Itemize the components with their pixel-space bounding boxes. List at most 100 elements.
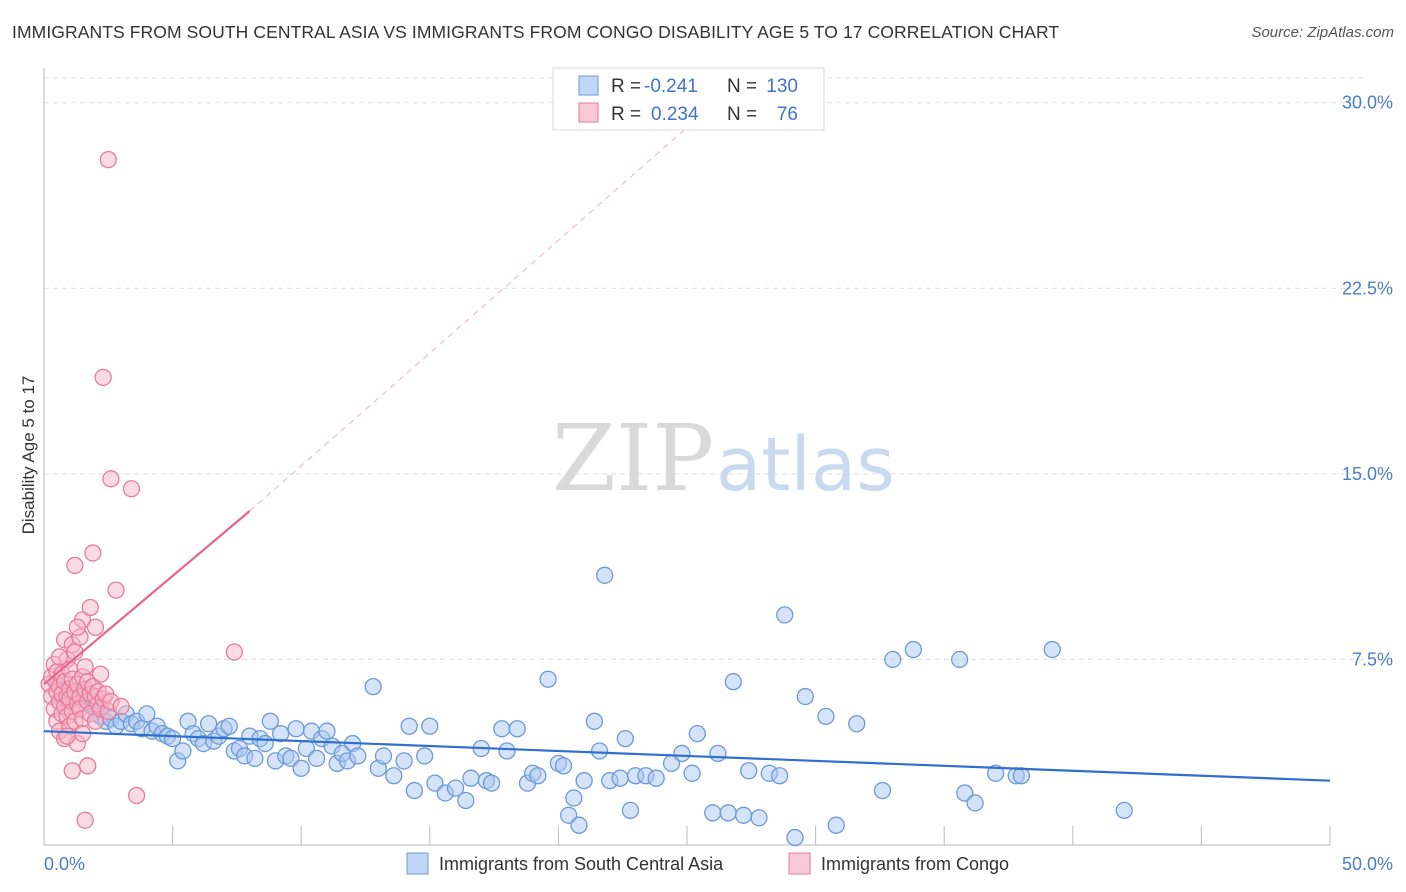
point-south-central-asia-63 bbox=[385, 767, 403, 785]
point-congo-48 bbox=[79, 757, 97, 775]
point-congo-70 bbox=[122, 480, 141, 498]
point-south-central-asia-109 bbox=[750, 809, 768, 827]
y-tick-labels: 7.5% 15.0% 22.5% 30.0% bbox=[1342, 93, 1393, 670]
point-south-central-asia-117 bbox=[873, 781, 892, 800]
point-south-central-asia-85 bbox=[554, 757, 573, 775]
point-south-central-asia-30 bbox=[199, 715, 218, 733]
point-south-central-asia-67 bbox=[416, 747, 434, 765]
correlation-legend: R = -0.241 N = 130 R = 0.234 N = 76 bbox=[552, 67, 825, 131]
point-south-central-asia-113 bbox=[796, 687, 814, 706]
point-south-central-asia-94 bbox=[611, 769, 629, 787]
legend-r-value-pink: 0.234 bbox=[651, 104, 699, 125]
point-congo-71 bbox=[127, 786, 146, 805]
point-congo-60 bbox=[91, 665, 110, 683]
point-congo-69 bbox=[112, 697, 130, 716]
point-south-central-asia-103 bbox=[688, 725, 706, 743]
point-south-central-asia-66 bbox=[405, 781, 424, 800]
point-south-central-asia-87 bbox=[565, 789, 583, 807]
point-south-central-asia-62 bbox=[374, 747, 393, 765]
legend-n-value-blue: 130 bbox=[766, 76, 798, 97]
point-south-central-asia-47 bbox=[287, 720, 305, 738]
point-south-central-asia-119 bbox=[904, 640, 922, 659]
point-south-central-asia-88 bbox=[570, 816, 588, 834]
point-south-central-asia-83 bbox=[539, 670, 557, 688]
point-congo-72 bbox=[225, 643, 243, 661]
y-axis-label: Disability Age 5 to 17 bbox=[19, 376, 38, 535]
legend-n-label-pink: N = bbox=[727, 104, 757, 125]
point-south-central-asia-127 bbox=[1115, 801, 1133, 820]
point-south-central-asia-68 bbox=[421, 717, 439, 735]
point-south-central-asia-18 bbox=[138, 705, 156, 723]
point-congo-53 bbox=[84, 544, 102, 562]
point-south-central-asia-111 bbox=[770, 767, 789, 785]
point-south-central-asia-42 bbox=[261, 712, 279, 730]
point-south-central-asia-71 bbox=[446, 779, 465, 797]
watermark-atlas: atlas bbox=[716, 422, 895, 508]
point-congo-45 bbox=[76, 811, 94, 829]
point-south-central-asia-44 bbox=[271, 725, 290, 743]
point-south-central-asia-107 bbox=[724, 673, 742, 691]
y-tick-label-0: 7.5% bbox=[1352, 649, 1393, 669]
point-congo-62 bbox=[94, 368, 112, 387]
point-south-central-asia-95 bbox=[616, 729, 634, 748]
point-south-central-asia-91 bbox=[590, 742, 609, 760]
legend-swatch-blue bbox=[578, 75, 599, 96]
watermark-zip: ZIP bbox=[552, 405, 714, 512]
point-south-central-asia-51 bbox=[307, 749, 326, 768]
point-congo-67 bbox=[102, 470, 120, 488]
point-congo-65 bbox=[99, 150, 117, 169]
point-south-central-asia-39 bbox=[246, 749, 264, 768]
y-tick-label-2: 22.5% bbox=[1342, 278, 1393, 298]
point-south-central-asia-23 bbox=[163, 729, 182, 748]
x-tick-labels: 0.0% 50.0% bbox=[44, 854, 1393, 874]
point-south-central-asia-114 bbox=[817, 707, 835, 725]
point-congo-75 bbox=[68, 618, 87, 636]
axes bbox=[43, 68, 1331, 846]
y-tick-label-1: 15.0% bbox=[1342, 464, 1393, 484]
point-south-central-asia-125 bbox=[1012, 767, 1031, 785]
legend-r-label-blue: R = bbox=[611, 76, 641, 97]
point-south-central-asia-116 bbox=[848, 715, 866, 733]
point-south-central-asia-105 bbox=[709, 744, 727, 763]
point-south-central-asia-41 bbox=[256, 734, 274, 753]
trend-lines bbox=[43, 127, 1331, 782]
point-south-central-asia-73 bbox=[462, 769, 480, 787]
grid-lines bbox=[44, 77, 1366, 660]
series-legend-label-blue: Immigrants from South Central Asia bbox=[439, 854, 724, 874]
y-tick-label-3: 30.0% bbox=[1342, 93, 1393, 113]
point-south-central-asia-118 bbox=[884, 650, 902, 669]
chart-title: IMMIGRANTS FROM SOUTH CENTRAL ASIA VS IM… bbox=[12, 22, 1060, 42]
point-south-central-asia-92 bbox=[596, 566, 614, 584]
series-legend-swatch-blue bbox=[406, 852, 429, 875]
point-south-central-asia-112 bbox=[776, 606, 794, 624]
legend-r-label-pink: R = bbox=[611, 104, 641, 125]
point-south-central-asia-115 bbox=[827, 816, 845, 834]
point-south-central-asia-72 bbox=[457, 791, 475, 810]
watermark: ZIP atlas bbox=[552, 405, 895, 512]
legend-r-value-blue: -0.241 bbox=[644, 76, 698, 97]
point-south-central-asia-126 bbox=[1043, 640, 1061, 659]
series-legend-swatch-pink bbox=[788, 852, 811, 875]
point-south-central-asia-123 bbox=[986, 764, 1005, 782]
point-congo-73 bbox=[50, 648, 69, 666]
point-south-central-asia-90 bbox=[585, 712, 604, 730]
point-south-central-asia-82 bbox=[529, 767, 547, 785]
point-south-central-asia-104 bbox=[704, 804, 722, 822]
point-south-central-asia-34 bbox=[220, 717, 238, 735]
point-south-central-asia-120 bbox=[950, 650, 969, 669]
point-south-central-asia-99 bbox=[647, 769, 665, 787]
source-credit: Source: ZipAtlas.com bbox=[1251, 24, 1394, 41]
point-south-central-asia-48 bbox=[292, 759, 310, 777]
point-south-central-asia-78 bbox=[498, 742, 516, 760]
point-congo-44 bbox=[76, 658, 94, 676]
point-congo-56 bbox=[86, 618, 105, 636]
legend-swatch-pink bbox=[578, 102, 599, 123]
series-congo bbox=[40, 150, 243, 829]
point-south-central-asia-53 bbox=[318, 722, 336, 740]
point-south-central-asia-106 bbox=[719, 804, 737, 822]
point-south-central-asia-79 bbox=[508, 720, 526, 738]
x-tick-label-0: 0.0% bbox=[44, 854, 85, 874]
point-south-central-asia-64 bbox=[395, 752, 413, 770]
series-legend: Immigrants from South Central Asia Immig… bbox=[406, 852, 1009, 875]
